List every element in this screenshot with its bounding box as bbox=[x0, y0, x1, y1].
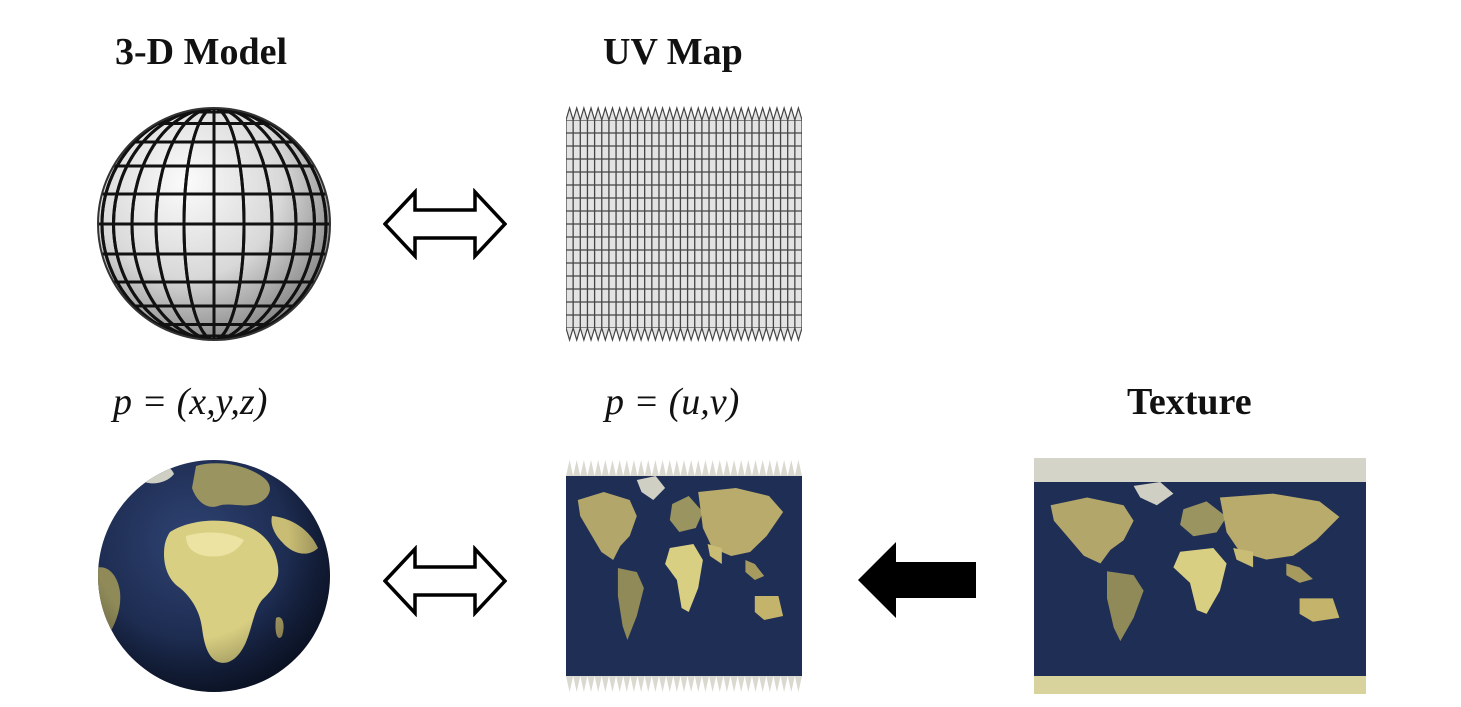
model-formula: p = (x,y,z) bbox=[113, 381, 268, 423]
landmass bbox=[617, 568, 644, 640]
uv-grid bbox=[566, 106, 802, 342]
landmass bbox=[1180, 501, 1227, 537]
landmass bbox=[1219, 493, 1340, 560]
landmass bbox=[669, 496, 703, 532]
uv-world-map bbox=[566, 460, 802, 692]
model-title: 3-D Model bbox=[115, 31, 288, 73]
wireframe-sphere bbox=[97, 107, 331, 341]
uv-formula: p = (u,v) bbox=[605, 381, 740, 423]
landmass bbox=[1233, 548, 1254, 568]
left-arrow-icon bbox=[858, 542, 976, 618]
landmass bbox=[698, 488, 784, 556]
landmass bbox=[1286, 563, 1313, 583]
landmass bbox=[754, 596, 784, 620]
double-arrow-icon bbox=[383, 545, 507, 617]
textured-globe bbox=[98, 460, 330, 692]
texture-title: Texture bbox=[1127, 381, 1252, 423]
landmass bbox=[636, 476, 666, 500]
landmass bbox=[745, 560, 765, 580]
landmass bbox=[1173, 548, 1227, 614]
landmass bbox=[1299, 598, 1340, 622]
texture-map bbox=[1034, 458, 1366, 694]
landmass bbox=[665, 544, 703, 612]
double-arrow-icon bbox=[383, 188, 507, 260]
landmass bbox=[1050, 497, 1134, 564]
landmass bbox=[1133, 482, 1174, 506]
uv-map-title: UV Map bbox=[603, 31, 743, 73]
landmass bbox=[1107, 571, 1144, 642]
landmass bbox=[577, 492, 637, 560]
landmass bbox=[707, 544, 722, 564]
